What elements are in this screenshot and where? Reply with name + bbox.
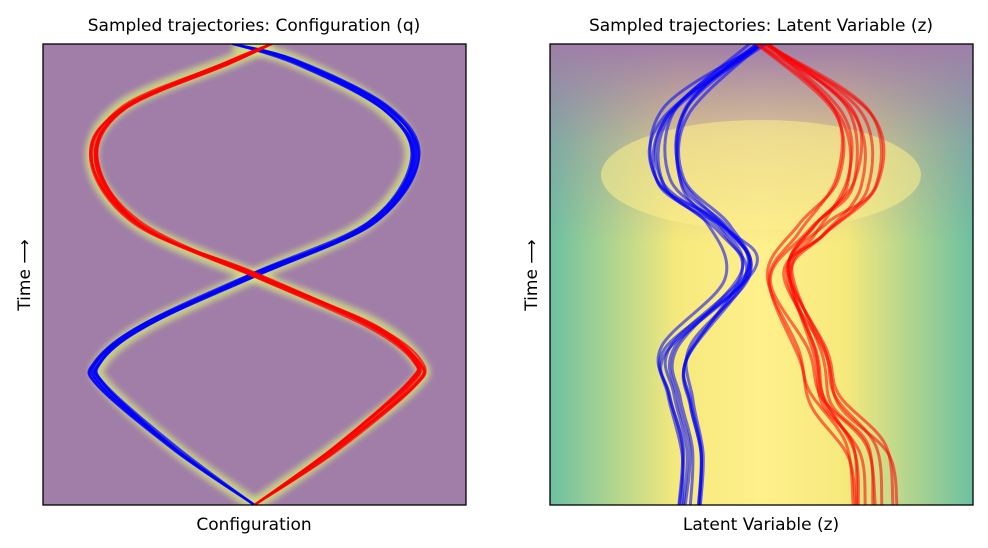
trajectory-blue-10	[674, 44, 763, 505]
trajectory-blue-7	[656, 44, 768, 505]
y-axis-label: Time ⟶	[15, 239, 35, 311]
trajectory-red-9	[760, 44, 899, 505]
trajectory-red-10	[89, 44, 427, 505]
panel-configuration: Sampled trajectories: Configuration (q) …	[15, 16, 467, 535]
chart-title: Sampled trajectories: Configuration (q)	[88, 16, 421, 36]
plot-frame	[549, 43, 974, 506]
plot-frame	[42, 43, 467, 506]
x-axis-label: Configuration	[196, 515, 311, 535]
trajectories	[647, 44, 899, 505]
density-band	[601, 120, 921, 230]
trajectory-red-10	[755, 44, 858, 505]
y-axis-label: Time ⟶	[522, 239, 542, 311]
chart-title: Sampled trajectories: Latent Variable (z…	[589, 16, 933, 36]
x-axis-label: Latent Variable (z)	[683, 515, 839, 535]
panel-latent-variable: Sampled trajectories: Latent Variable (z…	[522, 16, 974, 535]
trajectory-red-4	[766, 44, 884, 505]
trajectories	[87, 44, 427, 505]
